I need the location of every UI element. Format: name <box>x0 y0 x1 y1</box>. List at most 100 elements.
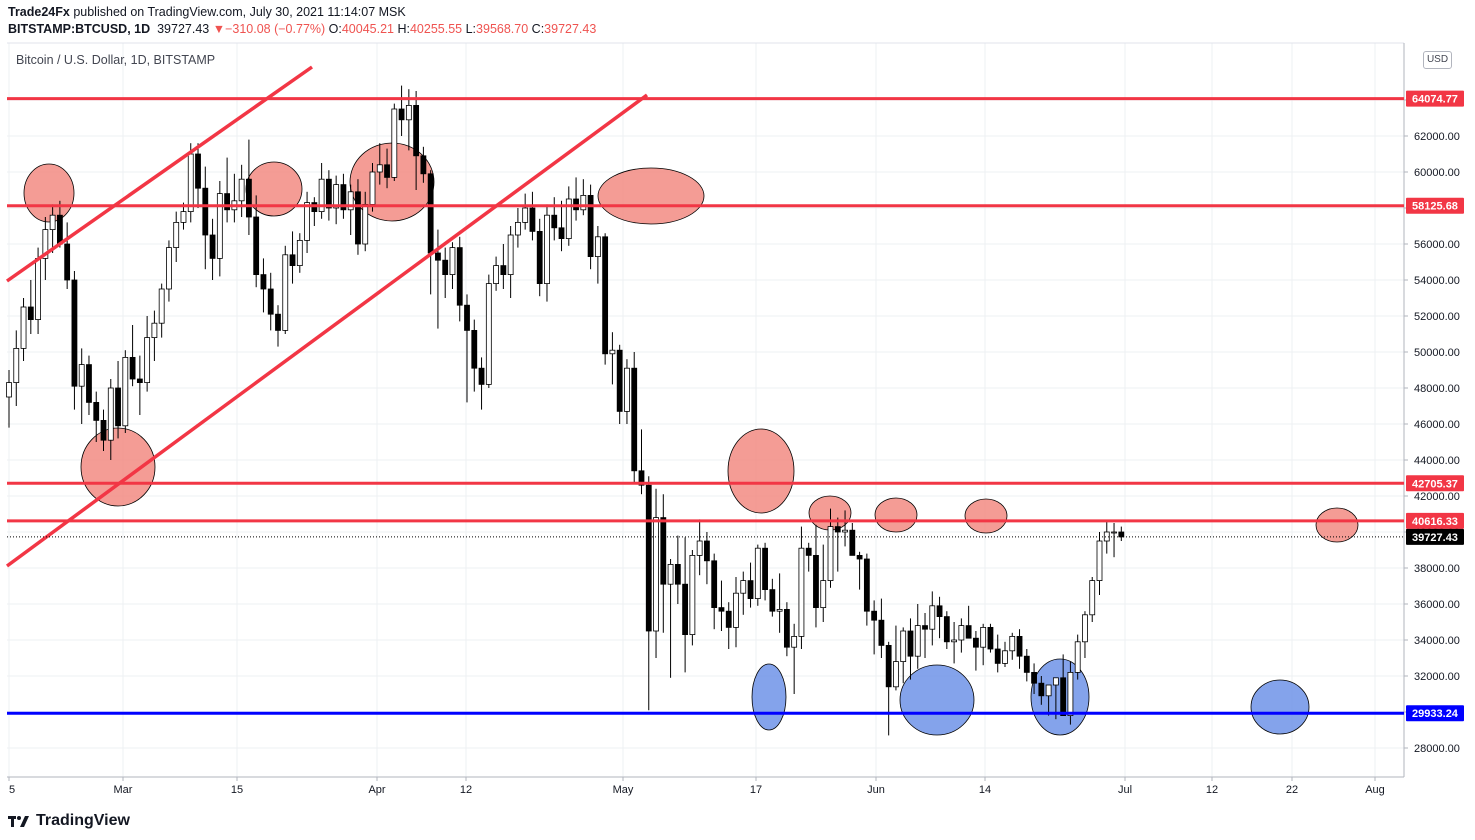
candle-bull <box>493 265 499 285</box>
y-tick-label: 28000.00 <box>1414 743 1460 755</box>
candle-bull <box>1074 641 1081 673</box>
candle-bull <box>893 661 899 688</box>
candle-bear <box>115 387 121 427</box>
candle-bear <box>631 367 638 472</box>
candle-bear <box>64 243 71 281</box>
tradingview-footer[interactable]: TradingView <box>8 812 130 830</box>
candle-bear <box>616 349 623 412</box>
candle-bear <box>435 252 441 261</box>
candle-bull <box>1111 531 1117 534</box>
candle-bull <box>318 178 325 212</box>
candle-bull <box>667 564 674 585</box>
candle-bull <box>485 283 492 385</box>
resistance-zone-ellipse[interactable] <box>597 167 705 225</box>
channel-upper-line[interactable] <box>5 65 314 283</box>
x-tick-label: Jul <box>1118 784 1132 796</box>
candle-bull <box>842 529 848 533</box>
x-tick-label: Jun <box>867 784 885 796</box>
resistance-zone-ellipse[interactable] <box>23 163 75 223</box>
candles <box>6 85 1125 736</box>
candle-bull <box>304 202 310 241</box>
candle-bull <box>107 387 114 441</box>
channel-lower-line[interactable] <box>5 93 649 568</box>
candle-bull <box>696 540 703 556</box>
candle-bear <box>1038 682 1045 697</box>
x-tick-label: 12 <box>460 784 472 796</box>
candle-bear <box>56 214 63 245</box>
candle-bear <box>86 364 92 403</box>
candle-bull <box>609 349 616 355</box>
candle-bull <box>1045 684 1052 697</box>
candle-bull <box>78 364 85 387</box>
candle-bear <box>209 234 216 259</box>
resistance-zone-ellipse[interactable] <box>245 161 303 217</box>
candle-bull <box>362 203 369 245</box>
candle-bear <box>943 616 950 643</box>
candle-bull <box>740 580 747 594</box>
candle-bear <box>965 625 972 639</box>
x-tick-label: 15 <box>231 784 243 796</box>
candle-bear <box>384 164 390 178</box>
candle-bull <box>20 306 27 349</box>
last-price-label: 39727.43 <box>1412 532 1458 544</box>
currency-badge[interactable]: USD <box>1423 51 1452 69</box>
candle-bear <box>834 526 841 533</box>
support-zone-ellipse[interactable] <box>1250 679 1310 735</box>
candle-bull <box>42 229 49 259</box>
candle-bear <box>558 227 565 240</box>
candle-bear <box>340 184 347 211</box>
x-tick-label: May <box>613 784 634 796</box>
candle-bear <box>536 230 543 284</box>
resistance-zone-ellipse[interactable] <box>727 428 795 514</box>
level-price-label: 64074.77 <box>1412 94 1458 106</box>
candle-bear <box>224 193 231 211</box>
candle-bear <box>871 610 878 621</box>
support-zone-ellipse[interactable] <box>899 664 975 736</box>
candle-bear <box>529 207 536 232</box>
candle-bear <box>973 637 979 648</box>
candle-bear <box>645 484 652 632</box>
candle-bull <box>35 257 41 320</box>
support-zone-ellipse[interactable] <box>1030 658 1090 736</box>
candle-bear <box>718 607 725 612</box>
y-tick-label: 50000.00 <box>1414 347 1460 359</box>
candle-bear <box>355 191 361 245</box>
candle-bear <box>783 609 790 648</box>
candle-bear <box>602 236 609 355</box>
candle-bear <box>1118 531 1125 538</box>
x-tick-label: Mar <box>114 784 133 796</box>
resistance-zone-ellipse[interactable] <box>964 498 1008 534</box>
candle-bull <box>13 347 20 383</box>
candle-bear <box>856 555 863 560</box>
author[interactable]: Trade24Fx <box>8 5 70 19</box>
level-price-tag <box>1406 512 1464 529</box>
candle-bear <box>27 306 34 320</box>
candle-bear <box>849 529 856 556</box>
candle-bull <box>173 221 180 248</box>
level-price-tag <box>1406 705 1464 722</box>
y-tick-label: 48000.00 <box>1414 383 1460 395</box>
candle-bull <box>449 247 456 276</box>
resistance-zone-ellipse[interactable] <box>874 497 918 533</box>
candle-bear <box>275 313 281 331</box>
candle-bull <box>166 247 172 290</box>
candle-bull <box>1002 650 1008 664</box>
candle-bear <box>253 216 260 275</box>
open-label: O: <box>328 22 342 36</box>
candle-bull <box>900 630 907 663</box>
time-axis[interactable]: 5 Mar 15 Apr 12 May 17 Jun 14 Jul 12 22 Aug <box>8 777 1385 796</box>
candle-bear <box>660 517 667 585</box>
y-tick-label: 54000.00 <box>1414 275 1460 287</box>
candle-bull <box>369 171 376 205</box>
candle-bear <box>442 259 449 276</box>
candle-bear <box>885 645 892 688</box>
resistance-zone-ellipse[interactable] <box>1315 507 1359 543</box>
chart-title: Bitcoin / U.S. Dollar, 1D, BITSTAMP <box>16 53 216 67</box>
candle-bear <box>638 470 645 486</box>
price-axis[interactable]: 28000.0030000.0032000.0034000.0036000.00… <box>1404 90 1464 755</box>
y-tick-label: 60000.00 <box>1414 167 1460 179</box>
candle-bear <box>936 605 943 617</box>
footer-brand: TradingView <box>36 812 130 829</box>
support-zone-ellipse[interactable] <box>751 663 787 731</box>
